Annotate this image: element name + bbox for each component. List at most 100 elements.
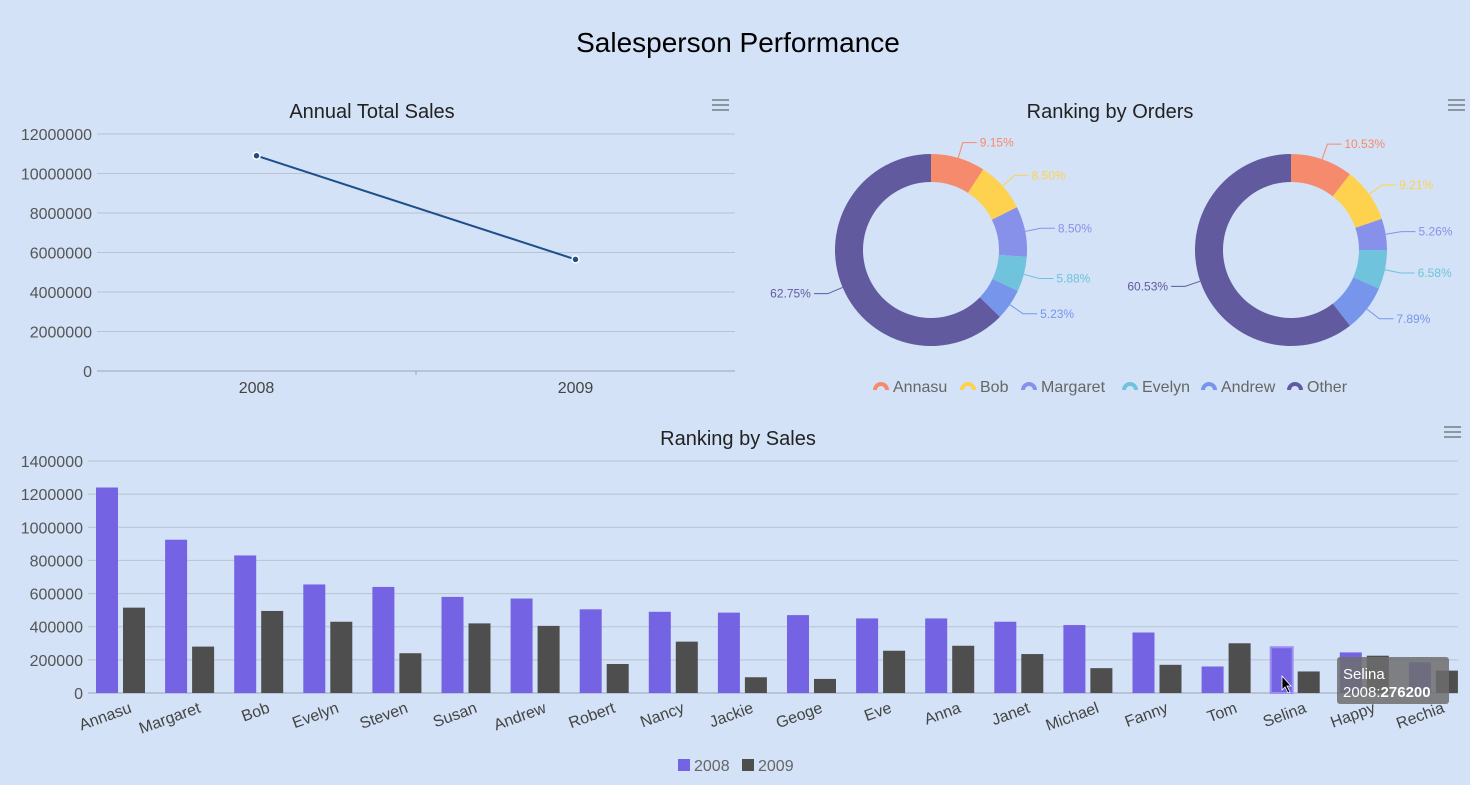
sales-x-tick-label: Selina: [1261, 700, 1309, 731]
sales-bar-2009: [123, 607, 145, 693]
annual-x-tick-label: 2008: [239, 380, 275, 397]
slice-percent-label: 5.26%: [1418, 225, 1452, 239]
donut-slice: [979, 279, 1018, 317]
slice-label-line: [1366, 308, 1394, 320]
sales-bar-2008: [994, 621, 1017, 693]
sales-y-tick-label: 1400000: [21, 454, 83, 471]
sales-y-tick-label: 600000: [30, 587, 83, 604]
hamburger-menu-icon[interactable]: [712, 99, 729, 111]
sales-x-tick-label: Steven: [358, 700, 411, 733]
orders-legend: Annasu Bob Margaret Evelyn Andrew Other: [873, 379, 1348, 396]
slice-percent-label: 8.50%: [1058, 221, 1092, 235]
sales-bar-2009: [1090, 668, 1113, 693]
sales-x-tick-label: Andrew: [492, 700, 549, 735]
orders-donuts: 9.15% 8.50% 8.50% 5.88% 5.23% 62.75% 10.53% 9.2…: [770, 136, 1453, 346]
sales-bar-2009: [1159, 664, 1182, 693]
sales-x-tick-label: Anna: [922, 700, 963, 729]
sales-bar-2009: [399, 653, 422, 693]
legend-label: Bob: [980, 379, 1009, 396]
legend-label: 2008: [694, 758, 730, 775]
legend-label: Other: [1307, 379, 1348, 396]
sales-bar-2009: [675, 641, 698, 693]
sales-x-tick-label: Evelyn: [290, 700, 341, 732]
sales-bar-2009: [952, 645, 975, 693]
slice-label-line: [1368, 184, 1397, 195]
annual-data-point: [252, 151, 261, 160]
legend-label: 2009: [758, 758, 794, 775]
sales-x-tick-label: Rechia: [1394, 700, 1447, 733]
sales-bar-2009: [883, 650, 906, 693]
sales-bar-2009: [744, 677, 767, 693]
sales-bar-2008: [579, 609, 602, 693]
annual-y-tick-label: 10000000: [21, 167, 92, 184]
orders-chart: Ranking by Orders 9.15% 8.50% 8.50% 5.88% 5.…: [770, 99, 1465, 396]
legend-swatch: [960, 382, 976, 390]
hamburger-menu-icon[interactable]: [1444, 426, 1461, 438]
slice-percent-label: 7.89%: [1396, 312, 1430, 326]
sales-bar-2009: [261, 610, 284, 693]
tooltip-box: [1337, 657, 1449, 704]
sales-bar-2008: [441, 596, 464, 693]
sales-x-tick-label: Tom: [1205, 700, 1239, 726]
donut-slice: [992, 254, 1027, 292]
annual-y-tick-label: 4000000: [30, 285, 92, 302]
slice-label-line: [1384, 269, 1415, 274]
slice-percent-label: 62.75%: [770, 287, 811, 301]
sales-x-tick-label: Bob: [240, 700, 273, 726]
page-title: Salesperson Performance: [576, 27, 900, 58]
sales-x-tick-label: Nancy: [638, 700, 686, 731]
donut-2009: 10.53% 9.21% 5.26% 6.58% 7.89% 60.53%: [1127, 137, 1453, 346]
annual-y-tick-label: 12000000: [21, 127, 92, 144]
sales-bar-2008: [925, 618, 948, 693]
sales-bar-2008: [648, 611, 671, 693]
donut-slice: [835, 154, 1000, 346]
annual-y-tick-label: 0: [83, 364, 92, 381]
sales-gridlines: [88, 460, 1458, 694]
sales-x-tick-label: Janet: [990, 700, 1033, 730]
donut-slice: [1355, 218, 1387, 250]
donut-slice: [1291, 154, 1350, 197]
annual-y-tick-label: 6000000: [30, 246, 92, 263]
sales-y-ticks: 0 200000 400000 600000 800000 1000000 1200000 1…: [21, 454, 83, 703]
slice-percent-label: 6.58%: [1418, 266, 1452, 280]
donut-slice: [967, 169, 1017, 220]
sales-y-tick-label: 200000: [30, 653, 83, 670]
sales-legend: 2008 2009: [678, 758, 794, 775]
sales-bar-2008: [165, 539, 188, 693]
sales-bar-2009: [1297, 671, 1320, 693]
annual-data-point: [571, 255, 580, 264]
legend-label: Evelyn: [1142, 379, 1190, 396]
sales-bar-2008: [856, 618, 879, 693]
sales-bar-2009: [1021, 654, 1044, 693]
orders-chart-title: Ranking by Orders: [1027, 101, 1194, 123]
legend-swatch: [873, 382, 889, 390]
sales-bar-2008: [1201, 666, 1224, 693]
donut-2008: 9.15% 8.50% 8.50% 5.88% 5.23% 62.75%: [770, 136, 1092, 346]
annual-y-ticks: 0 2000000 4000000 6000000 8000000 10000000 120…: [21, 127, 92, 381]
slice-percent-label: 9.21%: [1399, 178, 1433, 192]
slice-percent-label: 8.50%: [1032, 168, 1066, 182]
sales-x-tick-label: Geoge: [774, 700, 825, 732]
sales-chart: Ranking by Sales 0 200000 400000 600000 8000…: [21, 426, 1461, 775]
sales-y-tick-label: 0: [74, 686, 83, 703]
slice-label-line: [1025, 227, 1055, 232]
slice-label-line: [1009, 304, 1038, 315]
sales-bar-2008: [96, 487, 118, 693]
hamburger-menu-icon[interactable]: [1448, 99, 1465, 111]
annual-x-tick-label: 2009: [558, 380, 594, 397]
annual-sales-line: [256, 154, 576, 261]
slice-label-line: [1171, 280, 1201, 287]
donut-slice: [1332, 174, 1382, 228]
legend-label: Annasu: [893, 379, 947, 396]
sales-x-tick-label: Happy: [1328, 700, 1377, 732]
sales-bar-2009: [606, 664, 629, 693]
tooltip: Selina 2008:276200: [1281, 657, 1449, 704]
sales-bar-2008: [717, 612, 740, 693]
sales-bar-2008: [1132, 632, 1155, 693]
slice-percent-label: 5.88%: [1056, 271, 1090, 285]
tooltip-name: Selina: [1343, 666, 1385, 683]
sales-bars: [96, 487, 1458, 695]
legend-swatch: [1122, 382, 1138, 390]
slice-label-line: [813, 286, 843, 295]
